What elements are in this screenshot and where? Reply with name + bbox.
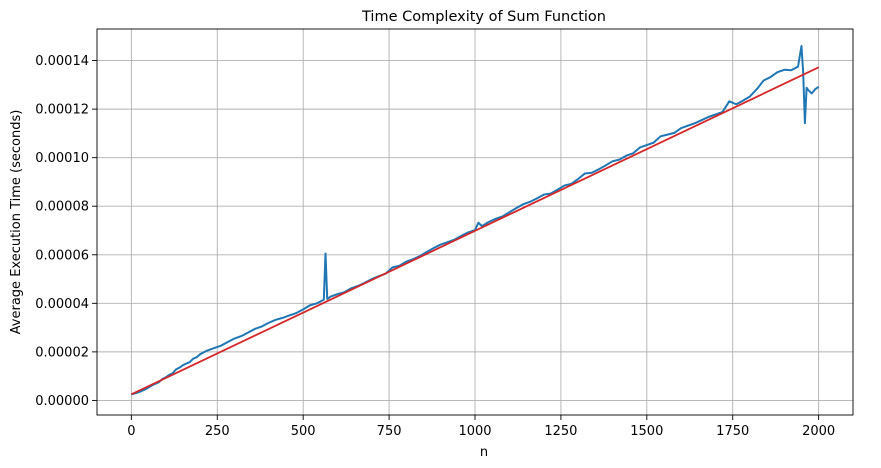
y-axis-label: Average Execution Time (seconds) [9,110,24,335]
x-tick-label: 750 [377,424,402,439]
series-line-linear-fit [130,66,820,396]
x-tick-label: 1500 [630,424,663,439]
x-axis-label: n [480,445,488,460]
x-tick-label: 250 [205,424,230,439]
x-tick-label: 2000 [802,424,835,439]
plot-series [130,44,820,396]
y-axis-ticks: 0.00000 0.00002 0.00004 0.00006 0.00008 0.000… [35,54,97,409]
y-tick-label: 0.00006 [35,248,89,263]
y-tick-label: 0.00012 [35,103,89,118]
x-tick-label: 0 [127,424,135,439]
y-tick-label: 0.00002 [35,345,89,360]
x-tick-label: 1250 [544,424,577,439]
series-line-measured [131,44,820,396]
x-grid [130,29,820,415]
y-tick-label: 0.00010 [35,151,89,166]
x-tick-label: 500 [291,424,316,439]
y-tick-label: 0.00014 [35,54,89,69]
chart-title: Time Complexity of Sum Function [361,9,606,25]
y-tick-label: 0.00004 [35,297,89,312]
y-tick-label: 0.00008 [35,200,89,215]
x-tick-label: 1750 [716,424,749,439]
y-grid [97,60,853,401]
x-tick-label: 1000 [458,424,491,439]
x-axis-ticks: 0 250 500 750 1000 1250 1500 1750 2000 [127,415,835,439]
y-tick-label: 0.00000 [35,394,89,409]
